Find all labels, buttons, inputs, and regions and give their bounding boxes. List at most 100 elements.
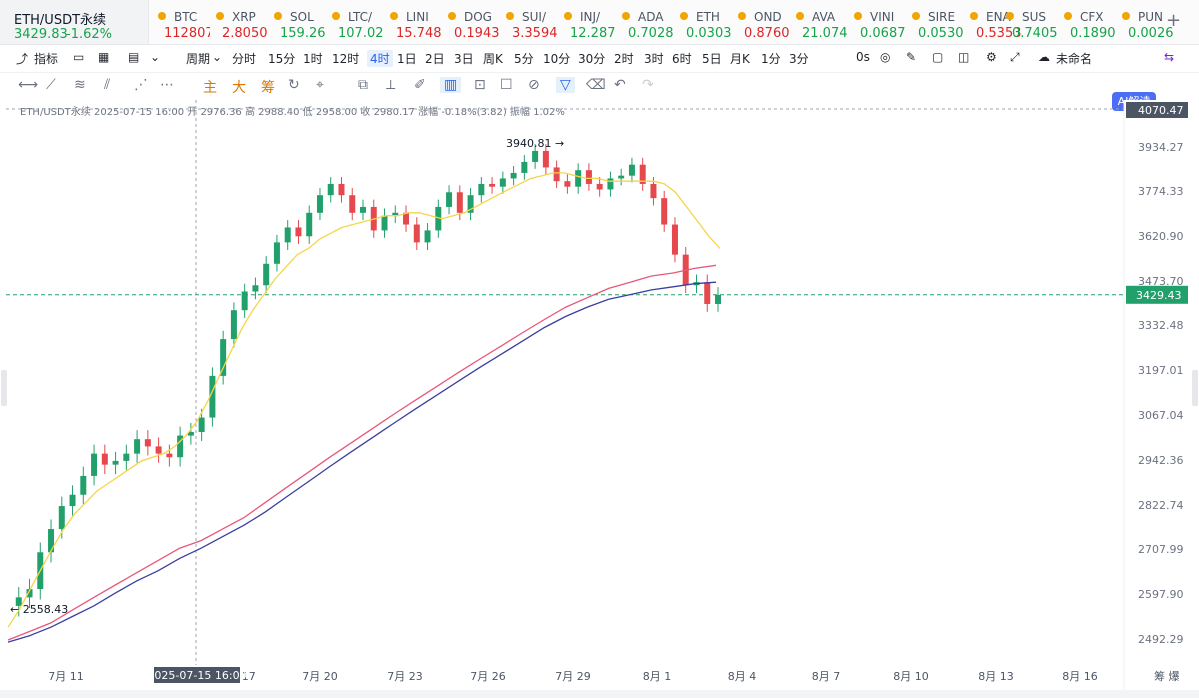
trend-line-icon[interactable]: ⟋	[46, 77, 56, 93]
ticker-item[interactable]: DOG 0.1943(	[442, 0, 500, 44]
y-tick-label: 3332.48	[1138, 319, 1184, 332]
horizontal-line-icon[interactable]: ⟷	[18, 77, 39, 93]
coin-icon	[1064, 12, 1072, 20]
ticker-item[interactable]: SIRE 0.0530	[906, 0, 964, 44]
fullscreen-icon[interactable]: ▢	[932, 50, 944, 64]
interval-7[interactable]: 2日	[425, 52, 445, 66]
chart-type-icon[interactable]: ⤴	[16, 52, 29, 66]
lock-icon[interactable]: ⊡	[474, 77, 486, 93]
layout-icon[interactable]: ▭	[73, 50, 85, 64]
coin-icon	[738, 12, 746, 20]
copy-icon[interactable]: ⧉	[358, 77, 368, 93]
candle-body	[273, 242, 280, 264]
left-panel-handle[interactable]	[1, 370, 7, 406]
unnamed-layout[interactable]: 未命名	[1056, 52, 1093, 66]
brush-icon[interactable]: ✐	[414, 77, 426, 93]
period-button[interactable]: 周期	[186, 52, 211, 66]
interval-9[interactable]: 周K	[483, 52, 503, 66]
candle-body	[413, 224, 420, 243]
interval-11[interactable]: 10分	[543, 52, 571, 66]
position-icon[interactable]: ⌖	[316, 77, 324, 93]
magnet-icon[interactable]: ⊘	[528, 77, 540, 93]
coin-icon	[970, 12, 978, 20]
ticker-item[interactable]: AVA 21.074	[790, 0, 848, 44]
candles-icon[interactable]: ▥	[440, 77, 462, 93]
ticker-item[interactable]: SOL 159.26	[268, 0, 326, 44]
interval-18[interactable]: 1分	[761, 52, 781, 66]
note-icon[interactable]: ☐	[500, 77, 513, 93]
interval-16[interactable]: 5日	[702, 52, 722, 66]
candle-body	[48, 529, 55, 553]
share-icon[interactable]: ⇆	[1164, 50, 1175, 64]
ticker-price: 0.0687	[860, 26, 906, 41]
candle-body	[596, 183, 603, 190]
interval-5[interactable]: 4时	[367, 50, 393, 67]
interval-2[interactable]: 15分	[268, 52, 296, 66]
ticker-tab-active[interactable]: ETH/USDT永续 3429.83 -1.62%	[0, 0, 149, 44]
interval-8[interactable]: 3日	[454, 52, 474, 66]
ticker-item[interactable]: XRP 2.8050	[210, 0, 268, 44]
interval-10[interactable]: 5分	[514, 52, 534, 66]
ticker-item[interactable]: SUS 0.7405	[1000, 0, 1058, 44]
channel-icon[interactable]: ≋	[74, 77, 86, 93]
interval-13[interactable]: 2时	[614, 52, 634, 66]
settings-icon[interactable]: ⚙	[986, 50, 997, 64]
draw-label-chips[interactable]: 筹	[261, 80, 275, 96]
ticker-item[interactable]: ETH 0.0303(	[674, 0, 732, 44]
interval-1[interactable]: 分时	[232, 52, 257, 66]
x-tick-label: 8月 7	[812, 670, 841, 683]
filter-icon[interactable]: ▽	[556, 77, 575, 93]
ticker-item[interactable]: LTC/107.02	[326, 0, 384, 44]
fib-icon[interactable]: ⋰	[134, 77, 148, 93]
camera-icon[interactable]: ◎	[880, 50, 891, 64]
ticker-item[interactable]: BTC 112807	[152, 0, 210, 44]
candle-body	[220, 339, 227, 376]
redo-icon[interactable]: ↷	[642, 77, 654, 93]
more-icon[interactable]: ⋯	[160, 77, 174, 93]
trash-icon[interactable]: ⌫	[586, 77, 606, 93]
ticker-item[interactable]: LINI 15.748	[384, 0, 442, 44]
ticker-item[interactable]: ENA 0.5353	[964, 0, 1022, 44]
expand-icon[interactable]: ⤢	[1010, 50, 1020, 64]
add-ticker-icon[interactable]: +	[1166, 10, 1182, 31]
undo-icon[interactable]: ↶	[614, 77, 626, 93]
split-icon[interactable]: ◫	[958, 50, 970, 64]
ticker-item[interactable]: ADA 0.7028	[616, 0, 674, 44]
cycle-icon[interactable]: ↻	[288, 77, 300, 93]
ticker-item[interactable]: PUN 0.0026	[1116, 0, 1174, 44]
ticker-item[interactable]: VINI 0.0687	[848, 0, 906, 44]
interval-14[interactable]: 3时	[644, 52, 664, 66]
edit-icon[interactable]: ✎	[906, 50, 917, 64]
interval-19[interactable]: 3分	[789, 52, 809, 66]
draw-label-main[interactable]: 主	[203, 80, 217, 96]
candle-body	[671, 224, 678, 255]
draw-label-big[interactable]: 大	[232, 80, 246, 96]
ruler-icon[interactable]: ⟂	[386, 77, 396, 93]
interval-12[interactable]: 30分	[578, 52, 606, 66]
x-tick-label: 8月 13	[978, 670, 1014, 683]
coin-icon	[158, 12, 166, 20]
price-chart[interactable]: 3934.27 3774.33 3620.90 3473.70 3332.48 3197.…	[0, 100, 1199, 690]
candle-icon[interactable]: ⌄	[150, 50, 161, 64]
candle-body	[112, 460, 119, 465]
ticker-item[interactable]: INJ/12.287	[558, 0, 616, 44]
indicators-button[interactable]: 指标	[34, 52, 59, 66]
interval-4[interactable]: 12时	[332, 52, 360, 66]
interval-15[interactable]: 6时	[672, 52, 692, 66]
interval-3[interactable]: 1时	[303, 52, 323, 66]
table-icon[interactable]: ▦	[98, 50, 110, 64]
compare-icon[interactable]: ▤	[128, 50, 140, 64]
ticker-item[interactable]: CFX 0.1890	[1058, 0, 1116, 44]
pitchfork-icon[interactable]: ⫽	[104, 77, 111, 93]
ticker-item[interactable]: OND 0.8760	[732, 0, 790, 44]
interval-6[interactable]: 1日	[397, 52, 417, 66]
cloud-icon[interactable]: ☁	[1038, 50, 1050, 64]
ticker-item[interactable]: SUI/3.3594	[500, 0, 558, 44]
interval-17[interactable]: 月K	[730, 52, 750, 66]
ticker-symbol: LINI	[406, 10, 429, 24]
candle-body	[381, 215, 388, 231]
ticker-price: 12.287	[570, 26, 616, 41]
right-panel-handle[interactable]	[1192, 370, 1198, 406]
y-tick-label: 3067.04	[1138, 409, 1184, 422]
period-chevron-icon[interactable]: ⌄	[212, 50, 223, 64]
